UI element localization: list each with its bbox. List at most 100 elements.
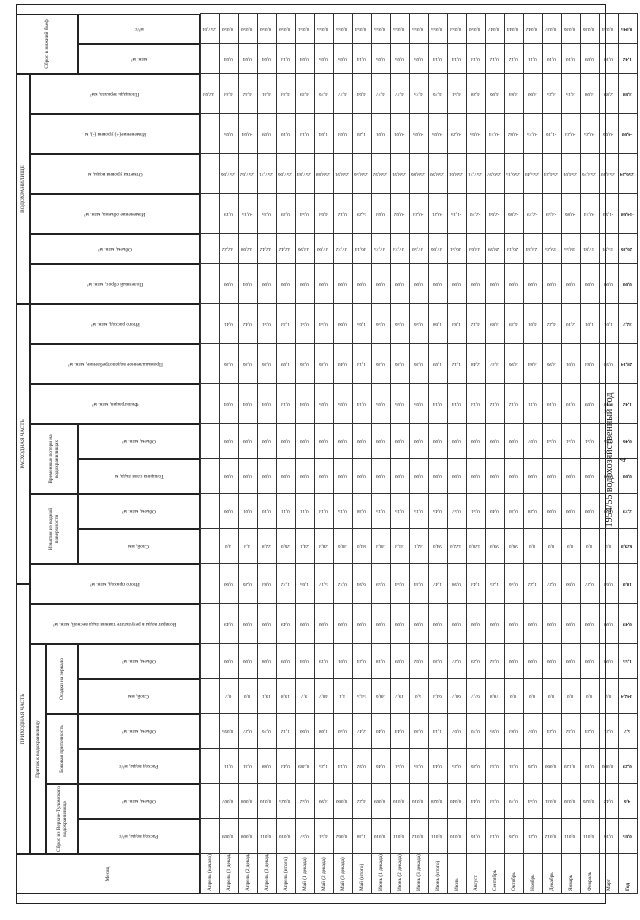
table-cell: -0,86 <box>561 193 581 234</box>
table-cell: -2,70 <box>466 193 486 234</box>
table-row: Апрель (3 декада) 0,011 0,010 0,88 0,76 19,1 0… <box>257 13 277 894</box>
table-cell: 0,44 <box>466 783 486 819</box>
table-cell: 255,40 <box>523 153 543 194</box>
table-cell: 0,008 <box>238 783 258 819</box>
table-cell: 0,14 <box>333 748 353 784</box>
table-cell: 3,60 <box>523 73 543 114</box>
table-cell: 0,047 <box>485 13 505 44</box>
table-cell: 0,050 <box>466 13 486 44</box>
table-cell: 0,31 <box>238 748 258 784</box>
row-month: Апрель (1 декада) <box>219 853 239 894</box>
table-cell: 0,13 <box>276 43 296 74</box>
table-cell: 0,00 <box>580 603 600 644</box>
table-cell: 6,94 <box>352 563 372 604</box>
table-cell: 0,10 <box>561 383 581 424</box>
table-cell: 0,34 <box>409 563 429 604</box>
table-cell: 0,054 <box>352 13 372 44</box>
table-cell: 0,00 <box>314 423 334 459</box>
table-cell: 37,50 <box>409 233 429 264</box>
table-cell: 0,10 <box>257 493 277 529</box>
table-cell: 258,91 <box>333 153 353 194</box>
table-cell: 0,83 <box>257 563 277 604</box>
table-cell: 0,050 <box>257 13 277 44</box>
table-cell: 0,010 <box>276 818 296 854</box>
table-cell: 0,0 <box>542 528 562 564</box>
table-cell: 19,8 <box>276 678 296 714</box>
group-sbros: Сброс из Верхне-Туломского водохранилища <box>46 784 78 854</box>
table-cell: 0,00 <box>238 603 258 644</box>
table-cell <box>200 263 220 304</box>
table-cell: 0,27 <box>238 713 258 749</box>
table-cell: 4,12 <box>466 303 486 344</box>
table-cell: 0,00 <box>238 643 258 679</box>
table-cell: 1,65 <box>352 303 372 344</box>
table-cell: 0,10 <box>542 43 562 74</box>
table-cell: 0,04 <box>238 43 258 74</box>
table-cell: -0,74 <box>580 193 600 234</box>
table-cell: 1,25 <box>485 563 505 604</box>
table-cell: 32,42 <box>276 233 296 264</box>
table-cell: 0,00 <box>314 603 334 644</box>
table-cell: 0,57 <box>295 818 315 854</box>
table-cell: 0,055 <box>428 13 448 44</box>
table-cell: 0,00 <box>485 263 505 304</box>
table-cell: 0,00 <box>409 603 429 644</box>
table-cell: 1,12 <box>447 343 467 384</box>
table-cell: 0,011 <box>428 818 448 854</box>
row-month: Декабрь <box>542 853 562 894</box>
table-cell: -0,05 <box>409 113 429 154</box>
table-cell <box>200 343 220 384</box>
table-cell: 0,11 <box>523 43 543 74</box>
table-cell: 3,96 <box>504 343 524 384</box>
table-cell: 0,59 <box>371 563 391 604</box>
table-cell: 0,51 <box>466 493 486 529</box>
table-cell: 0,03 <box>333 113 353 154</box>
table-cell: 0,24 <box>542 713 562 749</box>
table-cell: 0,72 <box>333 563 353 604</box>
table-cell: 3,84 <box>504 73 524 114</box>
table-cell: -0,82 <box>504 113 524 154</box>
table-cell: 1,12 <box>276 713 296 749</box>
table-cell: 4,64 <box>352 73 372 114</box>
table-cell: 257,61 <box>200 13 220 44</box>
table-row: Сентябрь 0,13 0,33 0,33 0,95 78,8 0,32 0,00 1,25… <box>485 13 505 894</box>
table-cell: 0,16 <box>466 818 486 854</box>
table-cell: 0,26 <box>466 748 486 784</box>
table-cell: 0,036 <box>561 13 581 44</box>
table-cell: 30,3 <box>371 528 391 564</box>
table-cell: 0,44 <box>390 713 410 749</box>
table-cell <box>200 818 220 854</box>
table-cell: 0,00 <box>561 263 581 304</box>
row-month: Август <box>466 853 486 894</box>
table-cell: 0,00 <box>352 458 372 494</box>
group-transit: Временные потери на водохранилищах <box>30 424 78 494</box>
table-cell: 0,055 <box>333 13 353 44</box>
table-cell: 1,22 <box>523 563 543 604</box>
table-cell: 0,21 <box>523 818 543 854</box>
table-cell: 0,56 <box>390 303 410 344</box>
table-cell: 0,04 <box>219 383 239 424</box>
table-cell: 60,7 <box>447 678 467 714</box>
table-cell: 0,30 <box>409 713 429 749</box>
table-cell: 0,05 <box>390 43 410 74</box>
table-cell <box>200 783 220 819</box>
table-cell: 0,25 <box>447 748 467 784</box>
table-cell: 0,03 <box>371 193 391 234</box>
table-row: Май (3 декада) 0,062 0,060 0,14 0,50 1,1 0,01 0… <box>333 13 353 894</box>
table-cell: 0,05 <box>314 43 334 74</box>
table-cell: 4,28 <box>466 73 486 114</box>
table-cell: 0,18 <box>371 643 391 679</box>
table-cell: 4,33 <box>276 73 296 114</box>
table-cell: 0,011 <box>580 818 600 854</box>
table-cell: 0,51 <box>561 423 581 459</box>
table-cell: 0,00 <box>295 603 315 644</box>
table-cell: 0,00 <box>523 263 543 304</box>
table-cell: 0,0 <box>561 528 581 564</box>
table-cell: 0,67 <box>523 713 543 749</box>
table-cell: -2,86 <box>504 193 524 234</box>
table-cell: 0,08 <box>257 643 277 679</box>
table-cell: 0,00 <box>276 458 296 494</box>
table-cell: 0,13 <box>466 43 486 74</box>
table-cell: 0,00 <box>219 458 239 494</box>
table-cell: 1,43 <box>466 563 486 604</box>
